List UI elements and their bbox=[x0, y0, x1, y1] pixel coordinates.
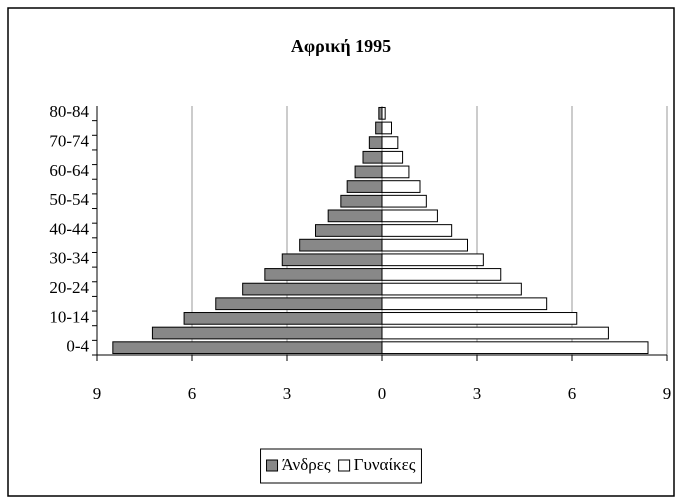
y-tick-label: 10-14 bbox=[49, 307, 89, 326]
bar bbox=[381, 341, 649, 355]
chart-frame bbox=[7, 7, 675, 497]
bar bbox=[112, 341, 383, 355]
bar bbox=[368, 136, 383, 149]
bar bbox=[381, 238, 468, 252]
bar bbox=[315, 224, 383, 237]
bar bbox=[151, 326, 383, 340]
bar bbox=[340, 194, 383, 208]
y-tick-label: 40-44 bbox=[49, 219, 89, 238]
bar bbox=[381, 180, 421, 193]
x-tick-label: 6 bbox=[188, 384, 197, 403]
bar bbox=[381, 165, 410, 179]
bar bbox=[299, 238, 383, 252]
y-tick-label: 60-64 bbox=[49, 161, 89, 180]
bar bbox=[375, 121, 383, 135]
bar bbox=[381, 253, 484, 267]
legend-label: Γυναίκες bbox=[354, 455, 416, 474]
legend-label: Άνδρες bbox=[282, 455, 331, 474]
bar bbox=[327, 209, 383, 223]
bar bbox=[381, 121, 392, 135]
y-tick-label: 80-84 bbox=[49, 102, 89, 121]
x-tick-label: 9 bbox=[663, 384, 672, 403]
legend-swatch bbox=[338, 459, 351, 472]
bar bbox=[381, 136, 399, 149]
bar bbox=[381, 326, 609, 340]
bar bbox=[381, 312, 578, 325]
bar bbox=[264, 268, 383, 281]
y-tick-label: 30-34 bbox=[49, 249, 89, 268]
x-tick-label: 3 bbox=[283, 384, 292, 403]
legend-frame bbox=[260, 448, 422, 484]
x-tick-label: 3 bbox=[473, 384, 482, 403]
bar bbox=[381, 106, 386, 120]
chart-title: Αφρική 1995 bbox=[291, 36, 391, 56]
bar bbox=[215, 297, 383, 311]
bar bbox=[381, 194, 427, 208]
x-tick-label: 0 bbox=[378, 384, 387, 403]
bar bbox=[381, 297, 548, 311]
x-tick-label: 6 bbox=[568, 384, 577, 403]
legend: Άνδρες Γυναίκες bbox=[266, 455, 416, 474]
y-tick-label: 50-54 bbox=[49, 190, 89, 209]
bar bbox=[381, 282, 522, 296]
bar bbox=[381, 209, 438, 223]
bar bbox=[362, 150, 383, 164]
y-tick-label: 70-74 bbox=[49, 132, 89, 151]
bar bbox=[242, 282, 383, 296]
x-tick-label: 9 bbox=[93, 384, 102, 403]
bar bbox=[381, 268, 502, 281]
legend-swatch bbox=[266, 459, 279, 472]
bar bbox=[381, 150, 404, 164]
bar bbox=[354, 165, 383, 179]
bar bbox=[281, 253, 383, 267]
bar bbox=[381, 224, 453, 237]
bar bbox=[346, 180, 383, 193]
y-tick-label: 20-24 bbox=[49, 278, 89, 297]
bar bbox=[183, 312, 383, 325]
y-tick-label: 0-4 bbox=[66, 337, 89, 356]
